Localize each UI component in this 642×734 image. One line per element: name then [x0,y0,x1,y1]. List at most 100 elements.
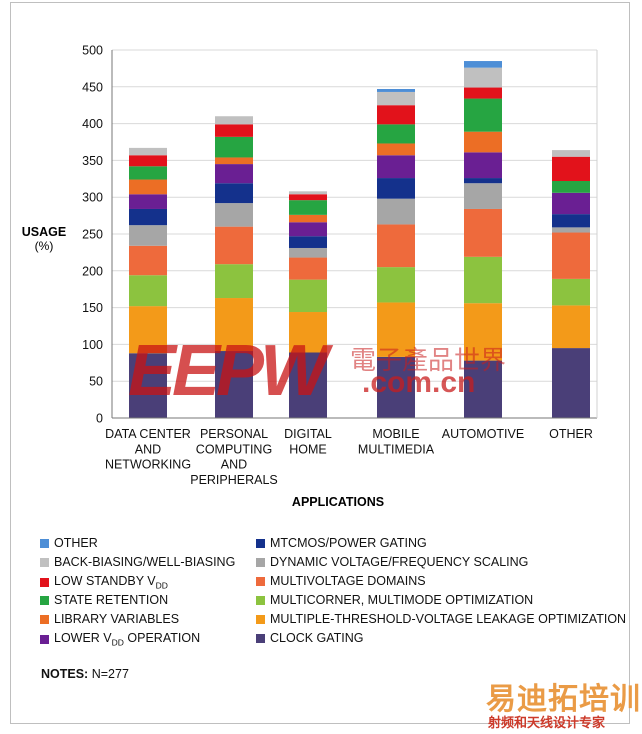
legend-swatch [256,557,265,567]
bar-segment [215,226,253,265]
x-tick-label: COMPUTING [196,442,272,456]
y-axis-unit: (%) [35,239,54,253]
legend-swatch [40,595,49,605]
legend-label: MTCMOS/POWER GATING [270,536,427,550]
y-tick-label: 300 [82,191,103,205]
y-tick-label: 350 [82,154,103,168]
bar-segment [377,91,415,106]
x-tick-label: HOME [289,442,327,456]
y-tick-label: 50 [89,375,103,389]
bar-segment [552,214,590,228]
legend-label: STATE RETENTION [54,593,169,607]
bar-segment [377,356,415,418]
bars [129,61,590,418]
legend-item: CLOCK GATING [256,631,364,645]
y-tick-label: 150 [82,301,103,315]
bar-segment [215,298,253,352]
bar-segment [464,178,502,184]
bar-segment [464,303,502,361]
legend-item: LIBRARY VARIABLES [40,612,179,626]
bar-segment [464,98,502,132]
bar-segment [129,194,167,209]
bar-segment [215,116,253,125]
legend-label: DYNAMIC VOLTAGE/FREQUENCY SCALING [270,555,529,569]
figure-frame [10,2,630,724]
legend-swatch [256,538,265,548]
legend-label: LIBRARY VARIABLES [54,612,180,626]
legend-swatch [40,577,49,587]
bar-segment [464,67,502,88]
legend-swatch [40,634,49,644]
bar-segment [289,200,327,215]
legend-item: DYNAMIC VOLTAGE/FREQUENCY SCALING [256,555,528,569]
bar-segment [552,150,590,157]
x-tick-label: DATA CENTER [105,427,191,441]
bar-segment [289,191,327,195]
legend-swatch [256,633,265,643]
bar-segment [552,156,590,182]
legend-swatch [256,576,265,586]
legend-item: MULTIPLE-THRESHOLD-VOLTAGE LEAKAGE OPTIM… [256,612,626,626]
x-tick-label: DIGITAL [284,427,332,441]
x-tick-label: AND [221,458,247,472]
legend-label: MULTIPLE-THRESHOLD-VOLTAGE LEAKAGE OPTIM… [270,612,627,626]
grid-lines [112,49,597,382]
x-tick-label: MOBILE [372,427,419,441]
bar-segment [377,198,415,225]
bar-segment [464,183,502,209]
legend-item: OTHER [40,536,98,550]
bar-segment [552,192,590,215]
x-tick-label: PERIPHERALS [190,473,278,487]
bar-segment [129,275,167,307]
bar-segment [464,131,502,153]
y-tick-label: 0 [96,412,103,426]
y-tick-label: 500 [82,44,103,58]
y-tick-label: 450 [82,80,103,94]
bar-segment [215,157,253,165]
bar-segment [215,264,253,299]
bar-segment [552,348,590,418]
legend-label: LOWER VDD OPERATION [54,631,201,648]
bar-segment [129,306,167,354]
y-axis-title: USAGE [22,225,66,239]
bar-segment [289,194,327,201]
x-tick-label: MULTIMEDIA [358,442,435,456]
notes: NOTES: N=277 [41,667,129,681]
axes [111,50,598,419]
legend-label: OTHER [54,536,98,550]
legend-label: MULTIVOLTAGE DOMAINS [270,574,426,588]
bar-segment [552,181,590,193]
bar-segment [464,87,502,99]
bar-segment [129,155,167,167]
legend-swatch [256,614,265,624]
bar-segment [129,179,167,195]
notes-text: N=277 [88,667,129,681]
bar-segment [289,352,327,418]
y-tick-label: 100 [82,338,103,352]
legend-swatch [256,595,265,605]
bar-segment [215,136,253,158]
legend-label: LOW STANDBY VDD [54,574,168,591]
x-tick-labels: DATA CENTERANDNETWORKINGPERSONALCOMPUTIN… [105,427,593,487]
bar-segment [552,278,590,306]
bar-segment [289,236,327,248]
bar-segment [552,227,590,233]
bar-segment [377,224,415,268]
x-tick-label: AUTOMOTIVE [442,427,524,441]
bar-segment [289,312,327,353]
bar-segment [464,152,502,179]
bar-segment [129,147,167,156]
bar-segment [377,302,415,357]
bar-segment [464,61,502,68]
legend-label: CLOCK GATING [270,631,364,645]
y-tick-label: 250 [82,228,103,242]
bar-segment [215,124,253,137]
bar-segment [289,279,327,313]
x-tick-label: OTHER [549,427,593,441]
legend-item: MTCMOS/POWER GATING [256,536,427,550]
bar-segment [215,183,253,204]
bar-segment [377,267,415,303]
bar-segment [289,214,327,223]
bar-segment [129,225,167,246]
